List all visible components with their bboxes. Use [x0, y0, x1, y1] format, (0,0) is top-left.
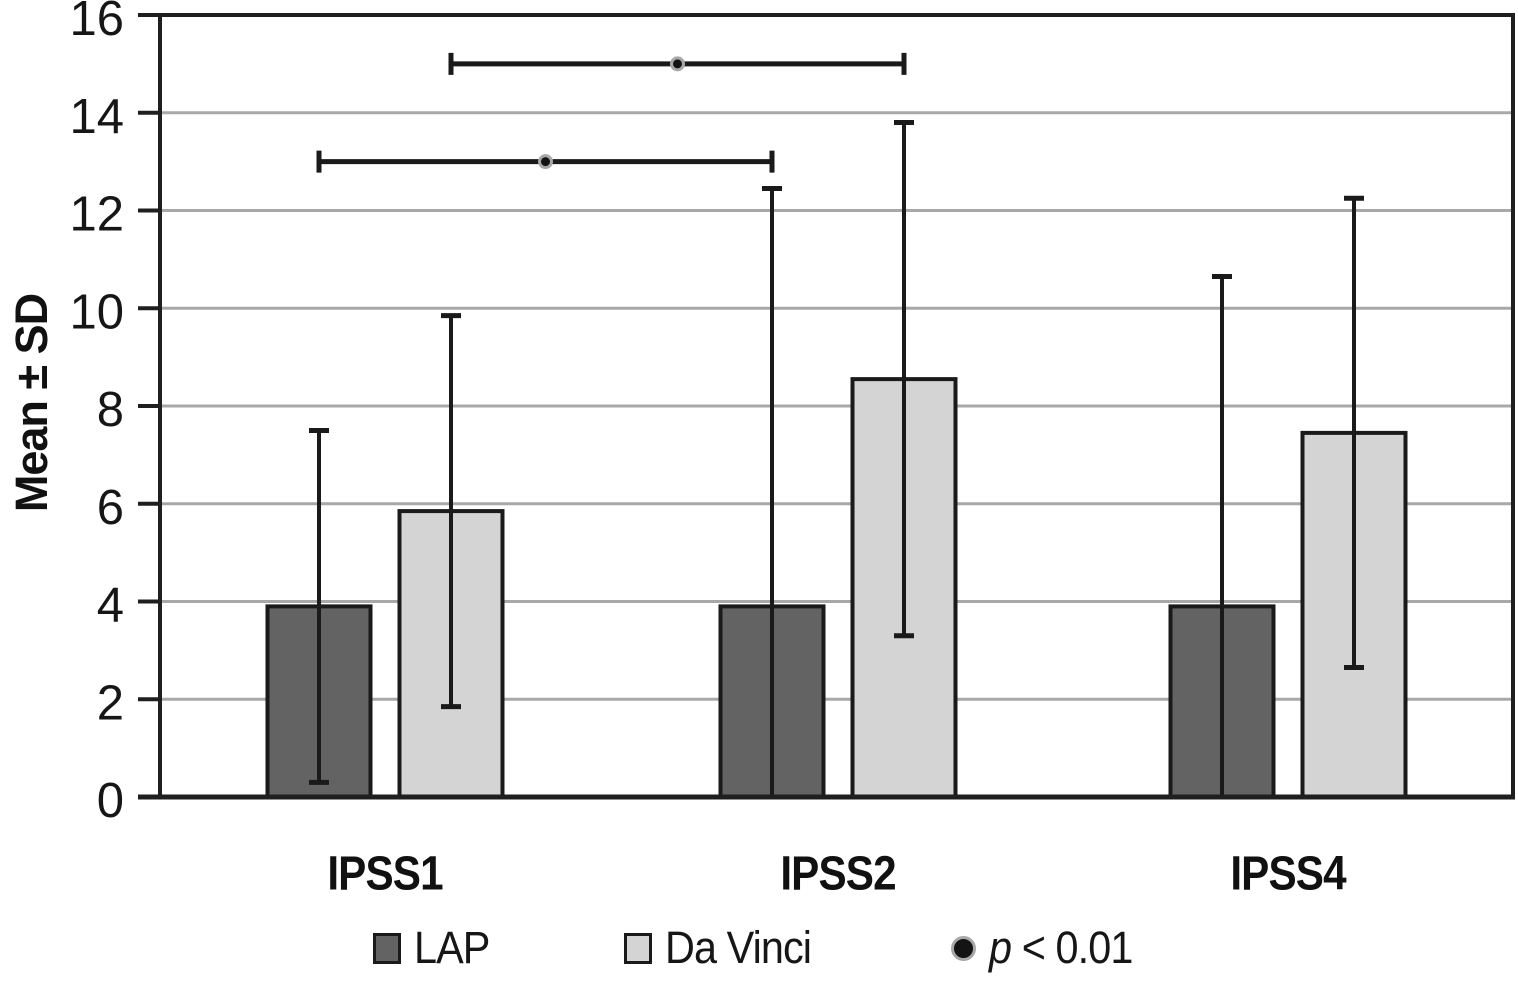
y-axis-tick-label: 0 [97, 774, 124, 828]
y-axis-tick-label: 12 [69, 188, 124, 242]
y-axis-tick-label: 10 [69, 285, 124, 339]
p-rest: < 0.01 [1011, 922, 1134, 973]
p-value-marker-icon [670, 56, 685, 72]
x-axis-category-label-ipss4: IPSS4 [1230, 847, 1346, 901]
legend: LAP Da Vinci p < 0.01 [0, 922, 1518, 974]
da-vinci-swatch-icon [623, 932, 652, 964]
legend-label-da-vinci: Da Vinci [664, 922, 812, 973]
y-axis-tick-label: 6 [97, 481, 124, 535]
legend-item-lap: LAP [372, 922, 496, 974]
legend-item-p-value: p < 0.01 [951, 922, 1145, 974]
legend-label-lap: LAP [413, 922, 490, 973]
p-marker-dot-icon [951, 935, 977, 961]
y-axis-tick-label: 2 [97, 676, 124, 730]
y-axis-tick-label: 16 [69, 0, 124, 46]
x-axis-category-label-ipss1: IPSS1 [327, 847, 443, 901]
x-axis-category-label-ipss2: IPSS2 [780, 847, 896, 901]
p-italic: p [989, 922, 1012, 973]
p-value-marker-icon [538, 154, 553, 170]
y-axis-title: Mean ± SD [6, 293, 57, 513]
legend-label-p-value: p < 0.01 [989, 922, 1134, 974]
legend-item-da-vinci: Da Vinci [623, 922, 824, 974]
y-axis-tick-label: 4 [97, 579, 124, 633]
lap-swatch-icon [372, 932, 401, 964]
y-axis-tick-label: 8 [97, 383, 124, 437]
y-axis-tick-label: 14 [69, 90, 124, 144]
